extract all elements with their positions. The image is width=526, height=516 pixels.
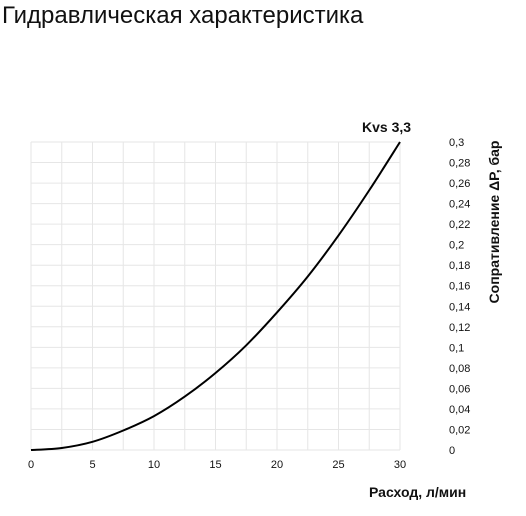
x-tick-label: 20 bbox=[271, 459, 283, 471]
x-tick-label: 0 bbox=[28, 459, 34, 471]
x-tick-label: 5 bbox=[89, 459, 95, 471]
y-tick-label: 0,12 bbox=[449, 322, 470, 334]
x-tick-labels: 0 5 10 15 20 25 30 bbox=[28, 459, 406, 471]
page-title: Гидравлическая характеристика bbox=[2, 2, 364, 29]
y-tick-label: 0,04 bbox=[449, 404, 470, 416]
y-tick-labels: 0 0,02 0,04 0,06 0,08 0,1 0,12 0,14 0,16 0,18 0,2 0… bbox=[449, 137, 470, 457]
y-axis-title: Сопративление ΔP, бар bbox=[486, 141, 502, 304]
y-tick-label: 0,18 bbox=[449, 260, 470, 272]
y-tick-label: 0,3 bbox=[449, 137, 464, 149]
x-axis-title: Расход, л/мин bbox=[369, 484, 466, 500]
y-tick-label: 0,02 bbox=[449, 424, 470, 436]
y-tick-label: 0 bbox=[449, 445, 455, 457]
y-tick-label: 0,28 bbox=[449, 158, 470, 170]
x-tick-label: 15 bbox=[209, 459, 221, 471]
series-line-kvs bbox=[30, 141, 401, 451]
y-tick-label: 0,24 bbox=[449, 199, 470, 211]
y-tick-label: 0,06 bbox=[449, 383, 470, 395]
y-tick-label: 0,26 bbox=[449, 178, 470, 190]
chart-grid bbox=[30, 141, 401, 451]
x-tick-label: 25 bbox=[332, 459, 344, 471]
x-tick-label: 10 bbox=[148, 459, 160, 471]
series-label-kvs: Kvs 3,3 bbox=[362, 119, 411, 135]
y-tick-label: 0,2 bbox=[449, 240, 464, 252]
y-tick-label: 0,16 bbox=[449, 281, 470, 293]
y-tick-label: 0,1 bbox=[449, 342, 464, 354]
y-tick-label: 0,08 bbox=[449, 363, 470, 375]
y-tick-label: 0,22 bbox=[449, 219, 470, 231]
x-tick-label: 30 bbox=[394, 459, 406, 471]
y-tick-label: 0,14 bbox=[449, 301, 470, 313]
